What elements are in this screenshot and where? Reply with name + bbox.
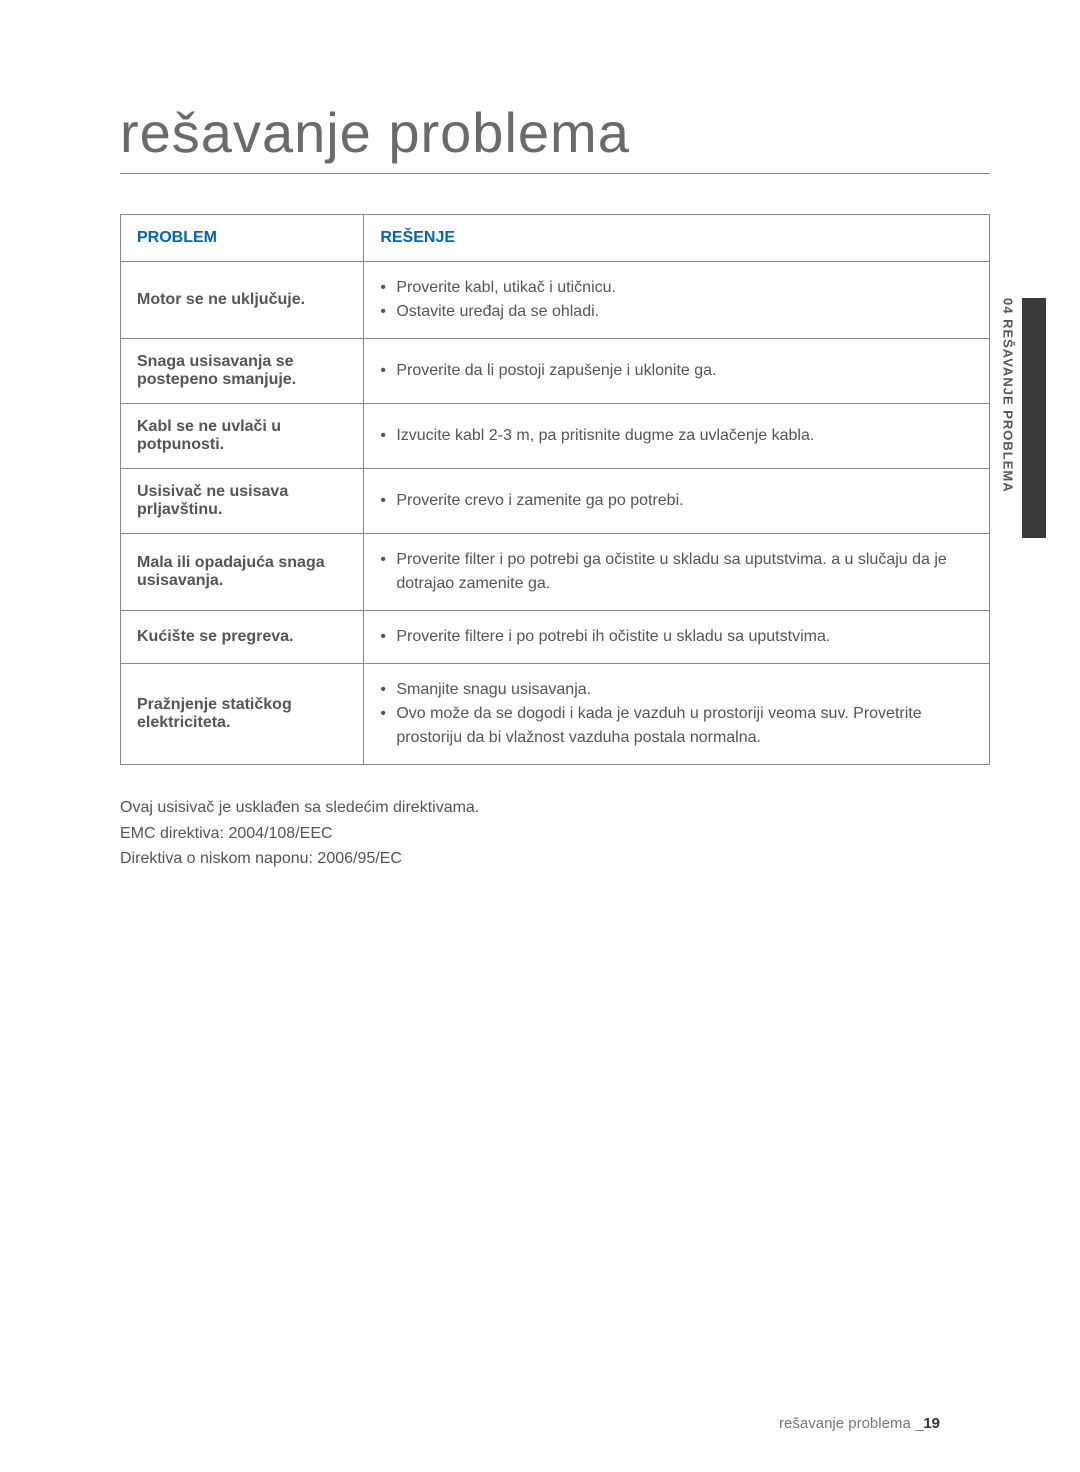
solution-header: REŠENJE	[364, 215, 990, 262]
table-row: Kabl se ne uvlači u potpunosti. Izvucite …	[121, 404, 990, 469]
troubleshooting-table: PROBLEM REŠENJE Motor se ne uključuje.Pr…	[120, 214, 990, 765]
section-tab-block	[1022, 298, 1046, 538]
solution-cell: Proverite kabl, utikač i utičnicu.Ostavi…	[364, 262, 990, 339]
solution-cell: Smanjite snagu usisavanja.Ovo može da se…	[364, 664, 990, 765]
solution-item: Proverite da li postoji zapušenje i uklo…	[380, 359, 973, 383]
solution-item: Izvucite kabl 2-3 m, pa pritisnite dugme…	[380, 424, 973, 448]
table-row: Snaga usisavanja se postepeno smanjuje. P…	[121, 339, 990, 404]
solution-item: Proverite kabl, utikač i utičnicu.	[380, 276, 973, 300]
solution-cell: Izvucite kabl 2-3 m, pa pritisnite dugme…	[364, 404, 990, 469]
problem-cell: Pražnjenje statičkog elektriciteta.	[121, 664, 364, 765]
problem-cell: Kućište se pregreva.	[121, 611, 364, 664]
solution-item: Proverite filter i po potrebi ga očistit…	[380, 548, 973, 596]
solution-cell: Proverite da li postoji zapušenje i uklo…	[364, 339, 990, 404]
solution-item: Smanjite snagu usisavanja.	[380, 678, 973, 702]
table-row: Kućište se pregreva. Proverite filtere i …	[121, 611, 990, 664]
problem-cell: Snaga usisavanja se postepeno smanjuje.	[121, 339, 364, 404]
table-row: Motor se ne uključuje.Proverite kabl, ut…	[121, 262, 990, 339]
page-footer-text: rešavanje problema _	[779, 1415, 923, 1432]
problem-cell: Usisivač ne usisava prljavštinu.	[121, 469, 364, 534]
section-tab-label: 04 REŠAVANJE PROBLEMA	[998, 298, 1018, 538]
solution-item: Ostavite uređaj da se ohladi.	[380, 300, 973, 324]
footer-line: Direktiva o niskom naponu: 2006/95/EC	[120, 846, 990, 872]
solution-cell: Proverite filtere i po potrebi ih očisti…	[364, 611, 990, 664]
footer-text: Ovaj usisivač je usklađen sa sledećim di…	[120, 795, 990, 872]
problem-header: PROBLEM	[121, 215, 364, 262]
page-footer: rešavanje problema _19	[779, 1415, 940, 1432]
table-row: Pražnjenje statičkog elektriciteta.Smanj…	[121, 664, 990, 765]
solution-cell: Proverite filter i po potrebi ga očistit…	[364, 534, 990, 611]
problem-cell: Motor se ne uključuje.	[121, 262, 364, 339]
solution-item: Ovo može da se dogodi i kada je vazduh u…	[380, 702, 973, 750]
table-header-row: PROBLEM REŠENJE	[121, 215, 990, 262]
solution-item: Proverite crevo i zamenite ga po potrebi…	[380, 489, 973, 513]
footer-line: EMC direktiva: 2004/108/EEC	[120, 821, 990, 847]
solution-cell: Proverite crevo i zamenite ga po potrebi…	[364, 469, 990, 534]
table-row: Usisivač ne usisava prljavštinu. Proverit…	[121, 469, 990, 534]
footer-line: Ovaj usisivač je usklađen sa sledećim di…	[120, 795, 990, 821]
page-number: 19	[923, 1415, 940, 1432]
page-title: rešavanje problema	[120, 100, 990, 174]
problem-cell: Mala ili opadajuća snaga usisavanja.	[121, 534, 364, 611]
problem-cell: Kabl se ne uvlači u potpunosti.	[121, 404, 364, 469]
solution-item: Proverite filtere i po potrebi ih očisti…	[380, 625, 973, 649]
table-row: Mala ili opadajuća snaga usisavanja. Prov…	[121, 534, 990, 611]
